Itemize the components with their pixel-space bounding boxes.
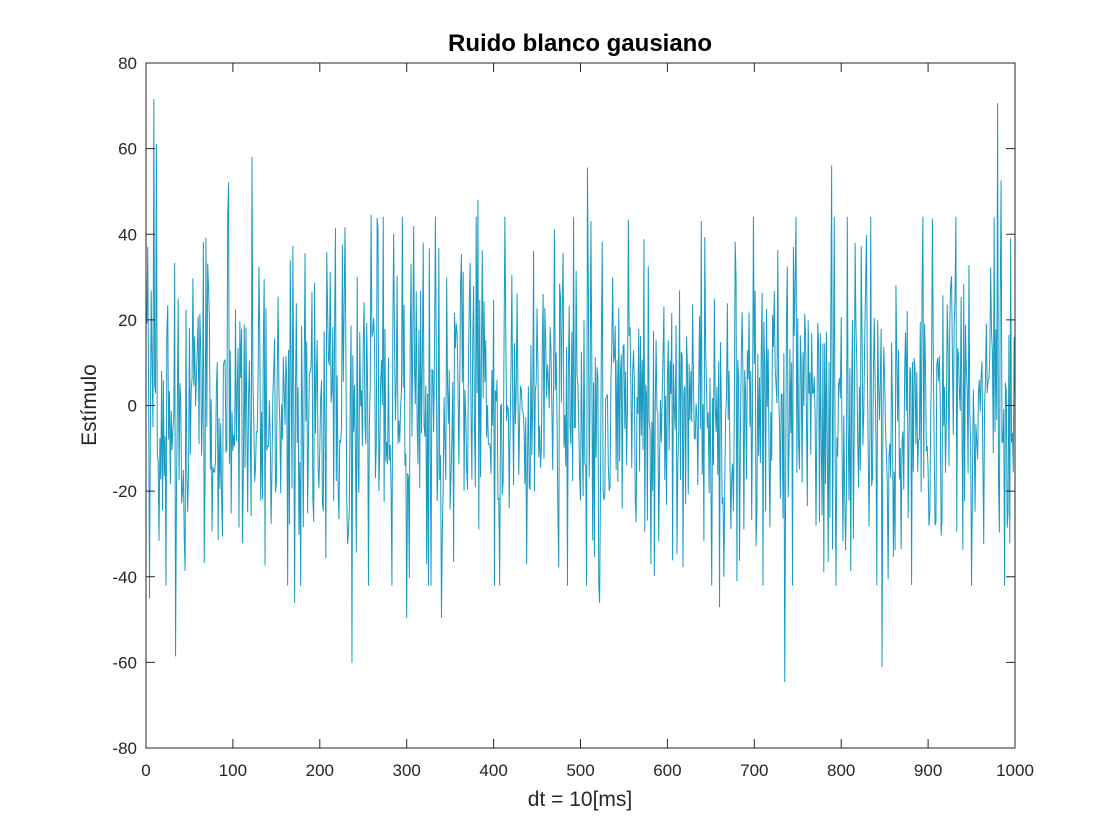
x-tick-label: 100 (219, 761, 247, 780)
x-tick-label: 0 (141, 761, 150, 780)
series-line (146, 98, 1016, 683)
y-tick-label: 60 (118, 140, 137, 159)
axes-box (145, 62, 1016, 749)
y-tick-label: -80 (112, 739, 137, 758)
x-tick-label: 700 (740, 761, 768, 780)
y-tick-label: -20 (112, 482, 137, 501)
y-tick-label: 20 (118, 311, 137, 330)
x-axis: 0 100 200 300 400 500 600 700 800 900 1000 (141, 63, 1034, 780)
x-tick-label: 200 (306, 761, 334, 780)
y-tick-label: 0 (128, 397, 137, 416)
chart-title: Ruido blanco gausiano (448, 30, 712, 57)
x-tick-label: 800 (827, 761, 855, 780)
x-tick-label: 300 (393, 761, 421, 780)
x-tick-label: 600 (653, 761, 681, 780)
y-tick-label: 40 (118, 225, 137, 244)
series-layer (146, 98, 1016, 683)
x-axis-label: dt = 10[ms] (528, 788, 632, 811)
y-axis: -80 -60 -40 -20 0 20 40 60 80 (112, 54, 1015, 758)
x-tick-label: 1000 (996, 761, 1034, 780)
y-tick-label: -60 (112, 653, 137, 672)
y-tick-label: 80 (118, 54, 137, 73)
x-tick-label: 900 (914, 761, 942, 780)
x-tick-label: 500 (566, 761, 594, 780)
x-tick-label: 400 (479, 761, 507, 780)
y-tick-label: -40 (112, 568, 137, 587)
y-axis-label: Estímulo (78, 364, 101, 446)
